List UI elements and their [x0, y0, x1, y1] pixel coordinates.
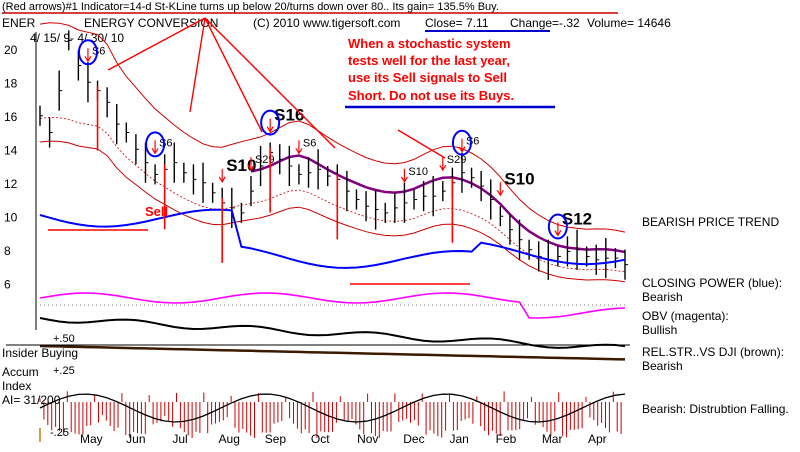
moving-average [250, 154, 626, 254]
accum-index-bars [39, 391, 626, 438]
annotation-line-3: use its Sell signals to Sell [348, 70, 507, 85]
lower-band [39, 140, 626, 283]
signal-label-7: S29 [447, 154, 467, 166]
x-tick-label-1: Jun [126, 432, 145, 446]
annotation-line-2: tests well for the last year, [348, 53, 510, 68]
signal-label-10: S12 [562, 209, 592, 228]
closing-power-value: Bearish [642, 290, 683, 304]
y-tick-label-1: 18 [4, 76, 18, 90]
signal-label-2: S10 [226, 156, 256, 175]
relative-strength-line [39, 317, 626, 349]
signal-arrowhead-2 [218, 176, 226, 184]
sell-label: Sell [145, 204, 168, 219]
y-tick-label-2: 16 [4, 110, 18, 124]
ticker-symbol: ENER [2, 16, 36, 30]
x-axis: May Jun Jul Aug Sep Oct Nov Dec Jan Feb Mar Apr [80, 432, 607, 446]
annotation-line-4: Short. Do not use its Buys. [348, 88, 514, 103]
x-tick-label-3: Aug [219, 432, 240, 446]
signal-arrowhead-4 [266, 126, 274, 133]
signal-circle-0 [77, 39, 98, 66]
minus-25-label: -.25 [50, 427, 69, 439]
signal-circle-2 [260, 109, 281, 136]
signal-circle-4 [547, 213, 568, 240]
signal-arrowhead-8 [458, 146, 466, 153]
annotation-box: When a stochastic system tests well for … [345, 36, 555, 109]
signal-arrowhead-1 [151, 148, 159, 155]
plus-25-label: +.25 [53, 365, 75, 377]
index-label: Index [2, 379, 31, 393]
x-tick-label-7: Dec [403, 432, 424, 446]
upper-band [39, 22, 626, 233]
indicator-lines [39, 208, 626, 361]
x-tick-label-6: Nov [357, 432, 378, 446]
obv-line [39, 292, 626, 319]
accum-status: Bearish: Distrubtion Falling. [642, 402, 789, 416]
signal-arrowhead-3 [247, 164, 255, 172]
y-tick-label-5: 10 [4, 210, 18, 224]
close-price: Close= 7.11 [425, 16, 489, 30]
signal-label-3: S29 [255, 154, 275, 166]
signal-label-0: S6 [92, 45, 105, 57]
copyright: (C) 2010 www.tigersoft.com [253, 16, 400, 30]
trend-status: BEARISH PRICE TREND [642, 215, 779, 229]
accum-line [39, 393, 626, 423]
y-axis: 20 18 16 14 12 10 8 6 [4, 43, 18, 292]
y-tick-label-7: 6 [4, 277, 11, 291]
insider-buying-label: Insider Buying [2, 346, 78, 360]
y-tick-label-4: 12 [4, 177, 18, 191]
plus-50-label: +.50 [53, 333, 75, 345]
signal-arrowhead-10 [554, 230, 562, 237]
signal-arrowhead-9 [496, 189, 504, 197]
y-tick-label-6: 8 [4, 244, 11, 258]
obv-value: Bullish [642, 323, 677, 337]
y-tick-label-3: 14 [4, 143, 18, 157]
signal-arrowhead-0 [84, 55, 92, 63]
pointer-line-0 [107, 17, 206, 71]
price-change: Change=-.32 [510, 16, 580, 30]
x-tick-label-9: Feb [496, 432, 517, 446]
signal-circle-3 [451, 129, 472, 156]
obv-label: OBV (magenta): [642, 309, 729, 323]
signal-label-6: S10 [408, 166, 428, 178]
company-name: ENERGY CONVERSION [84, 16, 218, 30]
relstr-value: Bearish [642, 359, 683, 373]
insider-line-series [39, 344, 626, 361]
signal-label-8: S6 [466, 136, 479, 148]
x-tick-label-5: Oct [311, 432, 330, 446]
date-range: 4/ 15/ 9- 4/ 30/ 10 [30, 31, 124, 45]
signal-label-1: S6 [159, 137, 172, 149]
signal-circle-1 [145, 131, 166, 158]
y-tick-label-0: 20 [4, 43, 18, 57]
pointer-line-3 [204, 17, 336, 149]
indicator-description: (Red arrows)#1 Indicator=14-d St-KLine t… [2, 1, 499, 13]
signal-label-5: S6 [303, 137, 316, 149]
x-tick-label-2: Jul [172, 432, 187, 446]
pointer-line-4 [397, 129, 446, 159]
ai-value: AI= 31/200 [2, 393, 61, 407]
x-tick-label-4: Sep [265, 432, 287, 446]
annotation-line-1: When a stochastic system [348, 36, 511, 51]
signal-arrowhead-6 [400, 176, 408, 184]
x-tick-label-0: May [80, 432, 103, 446]
price-bands [39, 22, 626, 283]
signal-label-9: S10 [504, 169, 534, 188]
pointer-line-1 [189, 17, 206, 113]
volume: Volume= 14646 [587, 16, 671, 30]
closing-power-label: CLOSING POWER (blue): [642, 276, 782, 290]
relstr-label: REL.STR..VS DJI (brown): [642, 345, 784, 359]
signal-arrowhead-7 [439, 164, 447, 172]
price-series [39, 30, 628, 280]
closing-power-line [39, 208, 626, 269]
pointer-line-2 [204, 17, 263, 133]
accum-label: Accum [2, 365, 39, 379]
x-tick-label-10: Mar [542, 432, 563, 446]
x-tick-label-8: Jan [449, 432, 468, 446]
x-tick-label-11: Apr [588, 432, 607, 446]
signal-arrowhead-5 [295, 148, 303, 155]
